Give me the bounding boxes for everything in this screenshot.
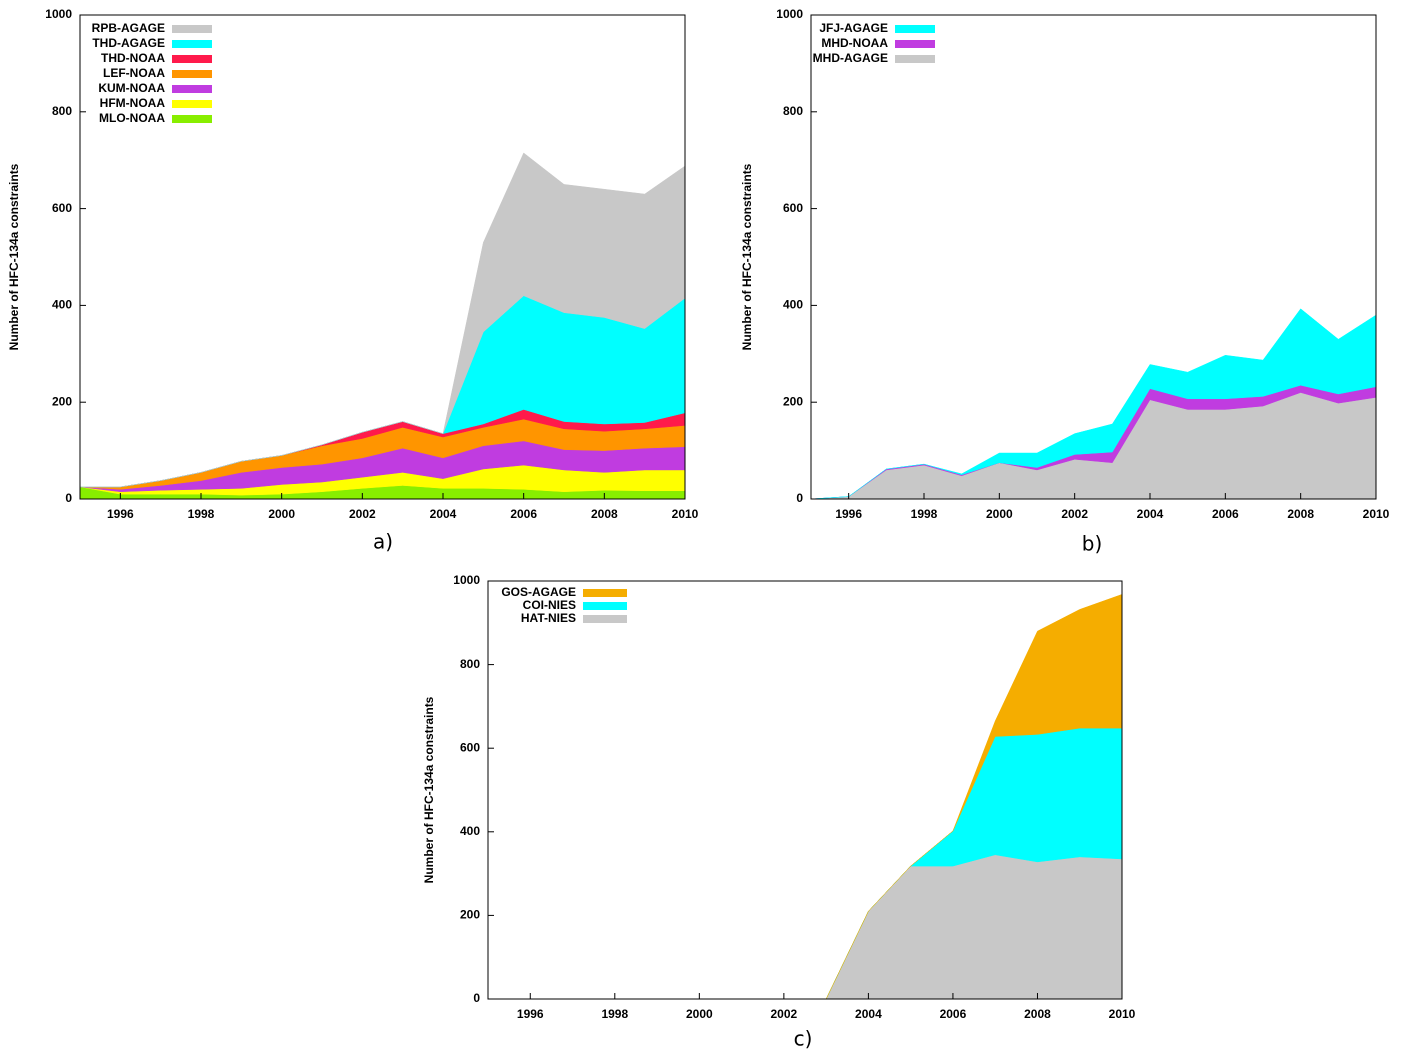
legend-swatch (172, 55, 212, 63)
legend-swatch (895, 55, 935, 63)
plot-frame (487, 580, 1123, 1000)
x-tick-label: 2004 (430, 507, 457, 521)
y-tick-label: 800 (460, 657, 480, 671)
x-tick-label: 2002 (771, 1007, 798, 1021)
legend-swatch (172, 70, 212, 78)
y-tick-label: 1000 (45, 7, 72, 21)
y-tick-label: 0 (796, 491, 803, 505)
x-tick-label: 2008 (591, 507, 618, 521)
x-tick-label: 1996 (835, 507, 862, 521)
y-tick-label: 1000 (453, 573, 480, 587)
legend-label: THD-AGAGE (92, 36, 165, 50)
legend-label: LEF-NOAA (103, 66, 165, 80)
x-tick-label: 1998 (188, 507, 215, 521)
y-tick-label: 400 (783, 298, 803, 312)
x-tick-label: 2002 (349, 507, 376, 521)
legend-label: MHD-NOAA (821, 36, 888, 50)
x-tick-label: 1998 (911, 507, 938, 521)
legend-swatch (583, 602, 627, 610)
y-axis-label: Number of HFC-134a constraints (7, 163, 21, 350)
y-tick-label: 200 (783, 394, 803, 408)
x-tick-label: 2010 (1363, 507, 1390, 521)
y-axis-label: Number of HFC-134a constraints (422, 696, 436, 883)
y-tick-label: 400 (460, 824, 480, 838)
legend-label: HAT-NIES (521, 611, 576, 625)
y-tick-label: 200 (460, 908, 480, 922)
legend-label: THD-NOAA (101, 51, 165, 65)
legend-label: RPB-AGAGE (92, 21, 165, 35)
panel-label: b) (1082, 532, 1103, 556)
legend-label: COI-NIES (523, 598, 576, 612)
legend-swatch (172, 85, 212, 93)
y-tick-label: 200 (52, 394, 72, 408)
x-tick-label: 1996 (107, 507, 134, 521)
area (488, 854, 1123, 1000)
x-tick-label: 2004 (1137, 507, 1164, 521)
x-tick-label: 2000 (268, 507, 295, 521)
legend-label: JFJ-AGAGE (819, 21, 888, 35)
x-tick-label: 2008 (1287, 507, 1314, 521)
legend-swatch (895, 40, 935, 48)
x-tick-label: 2006 (510, 507, 537, 521)
y-tick-label: 0 (65, 491, 72, 505)
legend-swatch (172, 40, 212, 48)
y-tick-label: 1000 (776, 7, 803, 21)
legend-swatch (172, 115, 212, 123)
x-tick-label: 1998 (601, 1007, 628, 1021)
plot-frame (79, 14, 686, 500)
legend-label: MHD-AGAGE (813, 51, 888, 65)
legend-label: GOS-AGAGE (501, 585, 576, 599)
legend-label: MLO-NOAA (99, 111, 165, 125)
panel-label: a) (373, 530, 393, 554)
x-tick-label: 2010 (672, 507, 699, 521)
x-tick-label: 2010 (1109, 1007, 1136, 1021)
y-tick-label: 600 (460, 740, 480, 754)
legend-swatch (172, 100, 212, 108)
legend-swatch (172, 25, 212, 33)
legend-swatch (583, 615, 627, 623)
x-tick-label: 2004 (855, 1007, 882, 1021)
legend-label: HFM-NOAA (100, 96, 166, 110)
y-axis-label: Number of HFC-134a constraints (740, 163, 754, 350)
x-tick-label: 2008 (1024, 1007, 1051, 1021)
y-tick-label: 600 (52, 201, 72, 215)
y-tick-label: 400 (52, 298, 72, 312)
legend-label: KUM-NOAA (98, 81, 165, 95)
panel-label: c) (794, 1027, 813, 1051)
x-tick-label: 2006 (1212, 507, 1239, 521)
legend-swatch (583, 589, 627, 597)
y-tick-label: 800 (52, 104, 72, 118)
y-tick-label: 800 (783, 104, 803, 118)
legend-swatch (895, 25, 935, 33)
x-tick-label: 2000 (986, 507, 1013, 521)
x-tick-label: 2000 (686, 1007, 713, 1021)
plot-frame (810, 14, 1377, 500)
x-tick-label: 1996 (517, 1007, 544, 1021)
y-tick-label: 0 (473, 991, 480, 1005)
y-tick-label: 600 (783, 201, 803, 215)
x-tick-label: 2002 (1061, 507, 1088, 521)
x-tick-label: 2006 (940, 1007, 967, 1021)
